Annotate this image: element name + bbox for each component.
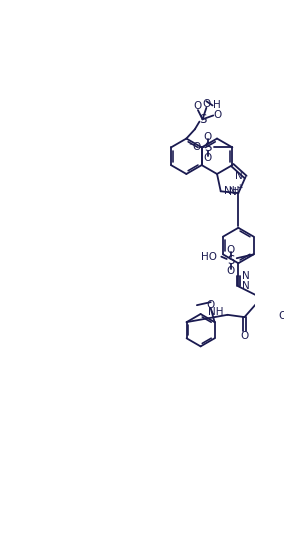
Text: N: N [229,186,237,197]
Text: H: H [212,100,220,111]
Text: O: O [193,142,201,153]
Text: S: S [199,113,206,126]
Text: O: O [207,300,215,310]
Text: S: S [204,141,211,154]
Text: O: O [226,245,235,255]
Text: O: O [279,311,284,322]
Text: O: O [204,153,212,163]
Text: O: O [194,101,202,111]
Text: S: S [227,254,234,267]
Text: NH: NH [224,185,239,196]
Text: ⁻: ⁻ [188,142,194,153]
Text: +: + [237,183,243,192]
Text: O: O [202,99,210,109]
Text: NH: NH [208,307,224,318]
Text: HO: HO [201,252,217,262]
Text: O: O [213,111,221,120]
Text: O: O [240,331,248,341]
Text: N: N [242,270,250,281]
Text: O: O [226,267,235,276]
Text: O: O [204,132,212,142]
Text: N: N [242,281,250,292]
Text: N: N [235,171,243,181]
